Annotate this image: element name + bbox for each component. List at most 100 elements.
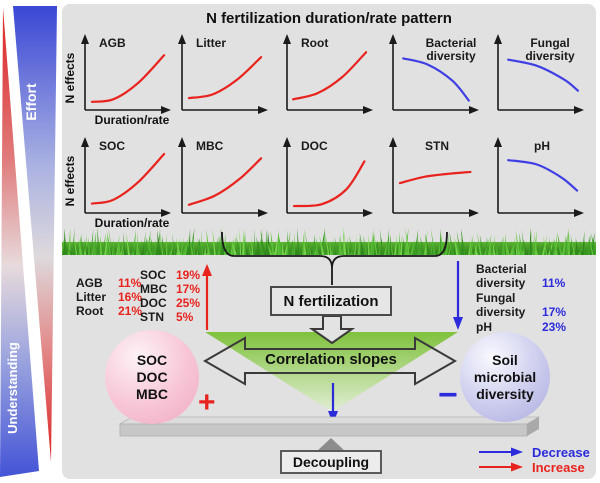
chart-agb: AGB xyxy=(81,34,171,114)
pct-value: 5% xyxy=(176,310,194,324)
pct-label: Root xyxy=(76,304,104,318)
pct-label: Fungal diversity xyxy=(476,291,526,319)
legend-label: Increase xyxy=(532,459,585,475)
y-axis-arrow xyxy=(389,137,397,147)
increase-list-plants: AGB 11% Litter 16% Root 21% xyxy=(76,276,142,318)
chart-label: AGB xyxy=(99,36,126,50)
pct-item-root: Root 21% xyxy=(76,304,142,318)
y-axis-arrow xyxy=(178,34,186,44)
bubble-line: DOC xyxy=(136,368,168,385)
chart-label: SOC xyxy=(99,139,125,153)
pct-value: 11% xyxy=(118,276,142,290)
effort-wedge xyxy=(13,6,57,462)
pct-value: 17% xyxy=(176,282,201,296)
pct-value: 19% xyxy=(176,268,201,282)
x-axis-label-row1: Duration/rate xyxy=(94,113,170,127)
x-axis-arrow xyxy=(574,209,584,217)
y-axis-arrow xyxy=(283,137,291,147)
pct-item-doc: DOC 25% xyxy=(140,296,200,310)
pct-label: pH xyxy=(476,320,492,334)
pct-value: 16% xyxy=(118,290,143,304)
trend-curve xyxy=(292,51,368,101)
trend-curve xyxy=(187,56,263,100)
increase-list-soil: SOC 19% MBC 17% DOC 25% STN 5% xyxy=(140,268,200,324)
x-axis-arrow xyxy=(363,106,373,114)
bubble-line: MBC xyxy=(136,385,168,402)
effort-understanding-gradient-sidebar: Effort Understanding xyxy=(0,6,57,477)
bubble-line: SOC xyxy=(136,351,168,368)
chart-label: pH xyxy=(534,139,550,153)
pct-item-mbc: MBC 17% xyxy=(140,282,200,296)
decrease-down-arrow xyxy=(453,261,463,330)
x-axis-arrow xyxy=(469,209,479,217)
chart-label: diversity xyxy=(525,49,575,63)
y-axis-arrow xyxy=(178,137,186,147)
minus-sign: − xyxy=(438,376,458,414)
chart-doc: DOC xyxy=(283,137,373,217)
block-down-arrow xyxy=(308,315,356,345)
pct-item-bacterial-diversity: Bacterial diversity 11% xyxy=(476,262,588,290)
understanding-label: Understanding xyxy=(5,342,20,434)
y-axis-arrow xyxy=(81,137,89,147)
n-fertilization-box: N fertilization xyxy=(270,286,392,316)
flow-diagram-graphics xyxy=(118,231,541,452)
balance-fulcrum xyxy=(316,438,346,452)
trend-curve xyxy=(90,152,166,205)
correlation-slopes-label: Correlation slopes xyxy=(265,351,397,368)
pct-item-agb: AGB 11% xyxy=(76,276,142,290)
balance-beam xyxy=(118,416,541,437)
understanding-wedge xyxy=(0,8,39,477)
soc-doc-mbc-bubble: SOC DOC MBC xyxy=(105,330,199,424)
trend-curve xyxy=(292,160,366,208)
x-axis-arrow xyxy=(161,106,171,114)
grass-strip xyxy=(62,227,596,255)
decrease-list-diversity: Bacterial diversity 11% Fungal diversity 17… xyxy=(476,262,588,335)
chart-label: Litter xyxy=(196,36,226,50)
pct-item-fungal-diversity: Fungal diversity 17% xyxy=(476,291,588,319)
x-axis-arrow xyxy=(258,106,268,114)
pct-item-litter: Litter 16% xyxy=(76,290,142,304)
correlation-double-arrow xyxy=(202,336,458,386)
chart-label: Fungal xyxy=(530,36,569,50)
pct-value: 25% xyxy=(176,296,201,310)
decrease-arrow-icon xyxy=(479,447,523,457)
chart-soc: SOC xyxy=(81,137,171,217)
pct-value: 11% xyxy=(542,276,566,290)
x-axis-label-row2: Duration/rate xyxy=(94,216,170,230)
legend: Decrease Increase xyxy=(478,445,590,475)
trend-curve xyxy=(398,170,472,185)
pct-item-stn: STN 5% xyxy=(140,310,200,324)
pct-label: SOC xyxy=(140,268,167,282)
pct-label: Bacterial diversity xyxy=(476,262,527,290)
pct-label: STN xyxy=(140,310,164,324)
pct-item-soc: SOC 19% xyxy=(140,268,200,282)
chart-root: Root xyxy=(283,34,373,114)
plus-sign: + xyxy=(198,386,216,419)
trend-curve xyxy=(507,58,579,92)
pct-label: Litter xyxy=(76,290,106,304)
pct-value: 21% xyxy=(118,304,143,318)
soil-microbial-diversity-bubble: Soil microbial diversity xyxy=(460,332,550,422)
y-axis-arrow xyxy=(389,34,397,44)
y-axis-arrow xyxy=(494,34,502,44)
x-axis-arrow xyxy=(258,209,268,217)
bubble-line: microbial xyxy=(473,368,537,385)
chart-label: STN xyxy=(425,139,449,153)
increase-up-arrow xyxy=(202,264,212,330)
pct-value: 23% xyxy=(542,320,567,334)
legend-item-decrease: Decrease xyxy=(478,444,590,460)
bubble-line: Soil xyxy=(492,351,518,368)
y-axis-arrow xyxy=(494,137,502,147)
trend-curve xyxy=(90,54,166,103)
legend-label: Decrease xyxy=(532,444,590,460)
y-axis-arrow xyxy=(81,34,89,44)
chart-ph: pH xyxy=(494,137,584,217)
pct-label: MBC xyxy=(140,282,168,296)
y-axis-arrow xyxy=(283,34,291,44)
x-axis-arrow xyxy=(469,106,479,114)
effort-label: Effort xyxy=(23,83,39,121)
bubble-line: diversity xyxy=(476,385,534,402)
pct-label: DOC xyxy=(140,296,167,310)
